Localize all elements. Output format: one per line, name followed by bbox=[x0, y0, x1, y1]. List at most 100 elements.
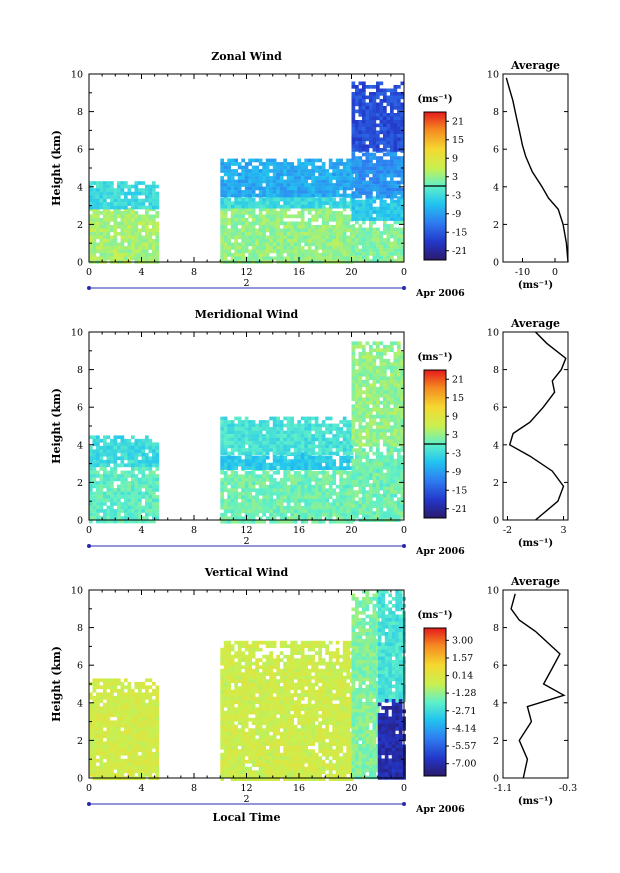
heatmap-cell bbox=[362, 163, 366, 167]
heatmap-cell bbox=[339, 193, 343, 198]
heatmap-cell bbox=[152, 488, 156, 492]
heatmap-cell bbox=[346, 158, 350, 163]
heatmap-cell bbox=[390, 400, 394, 405]
heatmap-cell bbox=[272, 434, 277, 438]
date-label: Apr 2006 bbox=[415, 288, 465, 299]
heatmap-cell bbox=[113, 678, 118, 683]
heatmap-cell bbox=[141, 720, 146, 725]
heatmap-cell bbox=[234, 495, 238, 500]
heatmap-cell bbox=[110, 516, 114, 520]
heatmap-cell bbox=[293, 519, 298, 524]
heatmap-cell bbox=[272, 416, 277, 421]
heatmap-cell bbox=[293, 466, 298, 470]
heatmap-cell bbox=[290, 193, 294, 198]
heatmap-cell bbox=[379, 462, 384, 466]
heatmap-cell bbox=[92, 495, 97, 499]
average-frame bbox=[502, 73, 569, 263]
heatmap-cell bbox=[269, 474, 273, 479]
heatmap-cell bbox=[393, 85, 398, 89]
heatmap-cell bbox=[372, 238, 377, 242]
heatmap-cell bbox=[276, 221, 280, 226]
heatmap-cell bbox=[262, 427, 266, 431]
heatmap-cell bbox=[286, 204, 291, 209]
heatmap-cell bbox=[362, 245, 366, 249]
heatmap-cell bbox=[314, 193, 319, 198]
heatmap-cell bbox=[362, 383, 366, 388]
heatmap-cell bbox=[307, 477, 312, 482]
heatmap-cell bbox=[244, 477, 249, 482]
heatmap-cell bbox=[300, 519, 305, 524]
heatmap-cell bbox=[106, 470, 111, 475]
heatmap-cell bbox=[265, 451, 270, 456]
heatmap-cell bbox=[400, 102, 405, 107]
heatmap-cell bbox=[397, 386, 401, 391]
heatmap-cell bbox=[276, 427, 280, 431]
heatmap-cell bbox=[265, 169, 270, 173]
heatmap-cell bbox=[113, 256, 118, 261]
heatmap-cell bbox=[397, 220, 401, 225]
heatmap-cell bbox=[272, 169, 277, 173]
heatmap-cell bbox=[355, 123, 359, 128]
heatmap-cell bbox=[251, 509, 256, 514]
heatmap-cell bbox=[138, 688, 142, 693]
heatmap-cell bbox=[342, 416, 347, 421]
heatmap-cell bbox=[369, 362, 373, 367]
heatmap-cell bbox=[234, 437, 238, 442]
heatmap-cell bbox=[265, 484, 270, 489]
heatmap-cell bbox=[342, 228, 347, 233]
heatmap-cell bbox=[365, 432, 370, 437]
heatmap-cell bbox=[155, 239, 160, 243]
heatmap-cell bbox=[244, 204, 249, 209]
heatmap-cell bbox=[131, 737, 135, 742]
heatmap-cell bbox=[99, 699, 104, 704]
heatmap-cell bbox=[379, 217, 384, 221]
heatmap-cell bbox=[304, 228, 308, 233]
heatmap-cell bbox=[369, 92, 373, 96]
heatmap-cell bbox=[328, 228, 333, 233]
heatmap-cell bbox=[376, 411, 380, 416]
heatmap-cell bbox=[141, 188, 146, 192]
heatmap-cell bbox=[145, 706, 149, 711]
heatmap-cell bbox=[272, 242, 277, 247]
heatmap-cell bbox=[369, 252, 373, 256]
heatmap-cell bbox=[131, 741, 135, 746]
heatmap-cell bbox=[376, 191, 380, 195]
heatmap-cell bbox=[251, 169, 256, 173]
heatmap-cell bbox=[230, 491, 235, 496]
heatmap-cell bbox=[283, 488, 287, 493]
heatmap-cell bbox=[362, 500, 366, 505]
heatmap-cell bbox=[265, 197, 270, 202]
heatmap-cell bbox=[220, 498, 224, 503]
heatmap-cell bbox=[386, 194, 391, 199]
heatmap-cell bbox=[269, 416, 273, 421]
heatmap-cell bbox=[321, 441, 326, 445]
heatmap-cell bbox=[244, 221, 249, 226]
heatmap-cell bbox=[241, 495, 245, 500]
heatmap-cell bbox=[358, 407, 363, 412]
heatmap-cell bbox=[390, 123, 394, 128]
heatmap-cell bbox=[96, 184, 100, 189]
heatmap-cell bbox=[234, 235, 238, 240]
heatmap-cell bbox=[262, 186, 266, 191]
heatmap-cell bbox=[227, 505, 231, 510]
heatmap-cell bbox=[369, 428, 373, 433]
heatmap-cell bbox=[351, 511, 356, 515]
heatmap-cell bbox=[376, 116, 380, 121]
heatmap-cell bbox=[376, 514, 380, 519]
heatmap-cell bbox=[390, 497, 394, 501]
heatmap-cell bbox=[355, 500, 359, 505]
heatmap-cell bbox=[145, 702, 149, 707]
heatmap-cell bbox=[314, 498, 319, 503]
heatmap-cell bbox=[89, 737, 93, 742]
heatmap-cell bbox=[241, 484, 245, 489]
heatmap-cell bbox=[358, 344, 363, 349]
heatmap-cell bbox=[141, 706, 146, 711]
heatmap-cell bbox=[223, 169, 228, 173]
heatmap-cell bbox=[386, 497, 391, 501]
heatmap-cell bbox=[155, 685, 160, 690]
heatmap-cell bbox=[351, 483, 356, 487]
heatmap-cell bbox=[400, 123, 405, 128]
heatmap-cell bbox=[131, 225, 135, 229]
heatmap-cell bbox=[300, 218, 305, 222]
heatmap-cell bbox=[134, 498, 139, 503]
